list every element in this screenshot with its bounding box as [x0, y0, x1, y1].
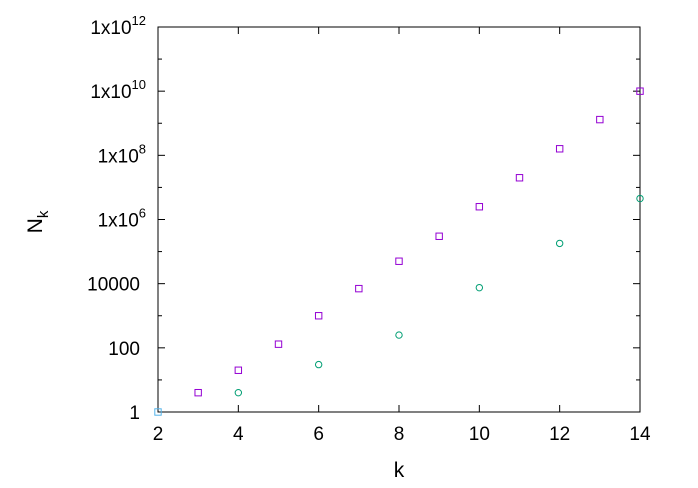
y-axis-label-base: N	[24, 218, 47, 233]
y-axis-label-subscript: k	[35, 210, 52, 218]
data-point-circle	[636, 194, 644, 203]
x-axis-label: k	[394, 459, 405, 482]
y-tick-label: 1	[129, 403, 140, 424]
data-point-square	[475, 203, 484, 211]
data-point-square	[636, 87, 644, 95]
axis-ticks	[157, 26, 641, 413]
x-tick-label: 10	[469, 424, 490, 445]
data-point-square	[314, 312, 323, 320]
x-tick-label: 8	[394, 424, 405, 445]
data-point-circle	[475, 283, 484, 292]
plot-border	[157, 26, 641, 413]
data-point-square	[596, 115, 604, 124]
y-tick-label: 1x1010	[90, 77, 146, 103]
data-point-circle	[314, 360, 323, 369]
y-tick-label: 1x1012	[90, 13, 146, 39]
x-tick-label: 6	[313, 424, 324, 445]
data-points	[154, 87, 644, 416]
data-point-circle	[395, 331, 403, 339]
data-point-square	[234, 366, 243, 374]
x-tick-label: 2	[153, 424, 164, 445]
data-point-square	[515, 174, 524, 182]
y-tick-label: 1x108	[98, 141, 146, 167]
data-point-square	[395, 257, 403, 265]
plot-frame	[157, 26, 641, 413]
x-tick-label: 14	[629, 424, 651, 445]
data-point-circle	[234, 388, 243, 397]
data-point-square	[274, 340, 283, 348]
tick-labels: 2 4 6 8 10 12 14 1 100 10000 1x106 1x108 1x1010 1x101…	[87, 13, 651, 445]
x-tick-label: 12	[549, 424, 570, 445]
y-axis-label: Nk	[24, 210, 52, 233]
y-tick-label: 100	[108, 339, 140, 360]
data-point-square	[355, 284, 363, 293]
y-tick-label: 1x106	[98, 206, 146, 232]
data-point-square	[555, 145, 564, 153]
data-point-square	[154, 408, 162, 416]
x-tick-label: 4	[233, 424, 244, 445]
data-point-circle	[555, 239, 564, 248]
data-point-square	[435, 232, 443, 240]
data-point-square	[194, 388, 202, 397]
y-tick-label: 10000	[87, 275, 140, 296]
